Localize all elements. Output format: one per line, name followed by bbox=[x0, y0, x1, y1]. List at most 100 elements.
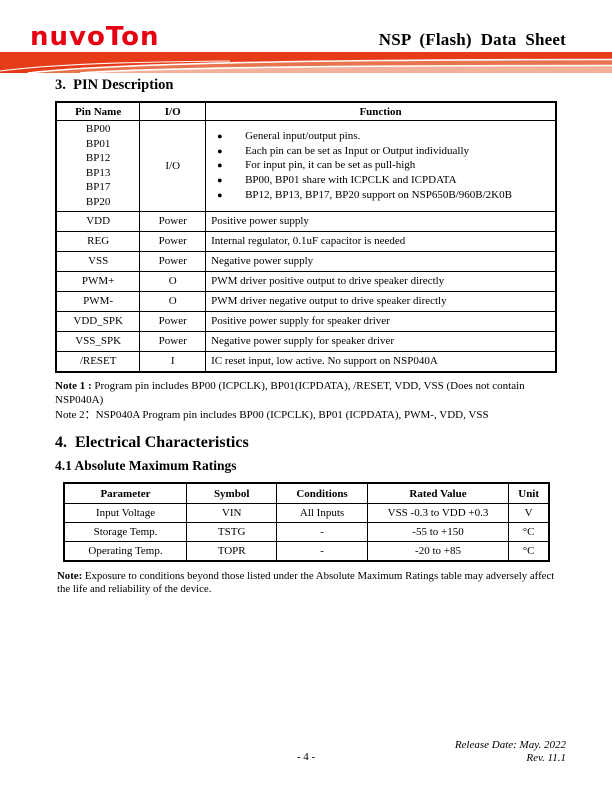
function-text: BP00, BP01 share with ICPCLK and ICPDATA bbox=[245, 174, 457, 187]
function-cell: Negative power supply bbox=[205, 250, 557, 272]
note-2-text: NSP040A Program pin includes BP00 (ICPCL… bbox=[95, 408, 489, 421]
symbol-cell: TSTG bbox=[185, 522, 278, 543]
document-title: NSP (Flash) Data Sheet bbox=[378, 30, 566, 50]
rated-value-cell: VSS -0.3 to VDD +0.3 bbox=[366, 503, 510, 524]
list-item: ● For input pin, it can be set as pull-hi… bbox=[211, 158, 550, 173]
io-cell: O bbox=[139, 290, 207, 312]
pin-table-header-function: Function bbox=[205, 101, 557, 121]
unit-cell: V bbox=[508, 503, 550, 524]
table-row: VDD_SPK Power Positive power supply for … bbox=[55, 310, 557, 332]
table-row: Operating Temp. TOPR - -20 to +85 °C bbox=[63, 541, 550, 562]
rated-value-cell: -20 to +85 bbox=[366, 541, 510, 562]
table-row: REG Power Internal regulator, 0.1uF capa… bbox=[55, 230, 557, 252]
pin-name-cell: VDD_SPK bbox=[55, 310, 141, 332]
bullet-icon: ● bbox=[217, 175, 223, 186]
section-3-heading: 3. PIN Description bbox=[55, 77, 174, 93]
bullet-icon: ● bbox=[217, 145, 223, 156]
symbol-cell: TOPR bbox=[185, 541, 278, 562]
function-text: For input pin, it can be set as pull-hig… bbox=[245, 159, 416, 172]
revision: Rev. 11.1 bbox=[526, 752, 566, 764]
io-cell: Power bbox=[139, 210, 207, 232]
bullet-icon: ● bbox=[217, 160, 223, 171]
section-4-heading: 4. Electrical Characteristics bbox=[55, 434, 249, 452]
function-cell: Positive power supply for speaker driver bbox=[205, 310, 557, 332]
function-cell: PWM driver positive output to drive spea… bbox=[205, 270, 557, 292]
note-2-label: Note 2： bbox=[55, 408, 96, 421]
pin-name: BP20 bbox=[85, 195, 111, 208]
pin-name-cell: VSS bbox=[55, 250, 141, 272]
pin-table-header-io: I/O bbox=[139, 101, 207, 121]
function-cell: Positive power supply bbox=[205, 210, 557, 232]
pin-description-table: Pin Name I/O Function BP00 BP01 BP12 BP1… bbox=[55, 101, 557, 373]
ratings-header-rated-value: Rated Value bbox=[366, 482, 510, 505]
pin-name-cell: VSS_SPK bbox=[55, 330, 141, 352]
ratings-header-conditions: Conditions bbox=[276, 482, 368, 505]
pin-name-cell: VDD bbox=[55, 210, 141, 232]
ratings-note-label: Note: bbox=[57, 570, 83, 583]
pin-name: BP17 bbox=[85, 181, 111, 194]
gpio-pin-list: BP00 BP01 BP12 BP13 BP17 BP20 bbox=[62, 122, 134, 210]
page-header: nuvoTon NSP (Flash) Data Sheet bbox=[30, 18, 566, 50]
symbol-cell: VIN bbox=[185, 503, 278, 524]
parameter-cell: Operating Temp. bbox=[63, 541, 187, 562]
table-row: PWM- O PWM driver negative output to dri… bbox=[55, 290, 557, 312]
bullet-icon: ● bbox=[217, 131, 223, 142]
parameter-cell: Input Voltage bbox=[63, 503, 187, 524]
page-content: 3. PIN Description Pin Name I/O Function… bbox=[55, 74, 557, 596]
table-row: VSS_SPK Power Negative power supply for … bbox=[55, 330, 557, 352]
pin-name: BP00 bbox=[85, 123, 111, 135]
table-row: VDD Power Positive power supply bbox=[55, 210, 557, 232]
pin-name-cell: PWM- bbox=[55, 290, 141, 312]
note-1-label: Note 1 : bbox=[55, 379, 92, 392]
pin-name-cell: REG bbox=[55, 230, 141, 252]
io-cell: O bbox=[139, 270, 207, 292]
gpio-function-list: ● General input/output pins. ● Each pin ca… bbox=[211, 126, 550, 205]
table-row: Storage Temp. TSTG - -55 to +150 °C bbox=[63, 522, 550, 543]
pin-name: BP12 bbox=[85, 152, 111, 165]
table-row: Input Voltage VIN All Inputs VSS -0.3 to… bbox=[63, 503, 550, 524]
unit-cell: °C bbox=[508, 522, 550, 543]
list-item: ● BP00, BP01 share with ICPCLK and ICPDAT… bbox=[211, 173, 550, 188]
ratings-header-row: Parameter Symbol Conditions Rated Value … bbox=[63, 482, 550, 505]
ratings-header-parameter: Parameter bbox=[63, 482, 187, 505]
bullet-icon: ● bbox=[217, 189, 223, 200]
function-cell: Negative power supply for speaker driver bbox=[205, 330, 557, 352]
conditions-cell: All Inputs bbox=[276, 503, 368, 524]
note-2: Note 2：NSP040A Program pin includes BP00… bbox=[55, 408, 557, 423]
function-text: General input/output pins. bbox=[245, 130, 361, 143]
pin-name: BP01 bbox=[85, 137, 111, 150]
io-cell: I bbox=[139, 350, 207, 373]
table-row: PWM+ O PWM driver positive output to dri… bbox=[55, 270, 557, 292]
release-date: Release Date: May. 2022 bbox=[454, 739, 566, 751]
ratings-note: Note: Exposure to conditions beyond thos… bbox=[57, 570, 557, 596]
pin-name-cell: PWM+ bbox=[55, 270, 141, 292]
note-1: Note 1 : Program pin includes BP00 (ICPC… bbox=[55, 379, 557, 408]
ratings-header-unit: Unit bbox=[508, 482, 550, 505]
pin-table-header-row: Pin Name I/O Function bbox=[55, 101, 557, 121]
unit-cell: °C bbox=[508, 541, 550, 562]
page-number: - 4 - bbox=[296, 751, 316, 763]
pin-table-header-pin-name: Pin Name bbox=[55, 101, 141, 121]
io-cell: Power bbox=[139, 330, 207, 352]
table-row-gpio: BP00 BP01 BP12 BP13 BP17 BP20 I/O ● Gener… bbox=[55, 120, 557, 212]
pin-table-notes: Note 1 : Program pin includes BP00 (ICPC… bbox=[55, 379, 557, 423]
function-text: BP12, BP13, BP17, BP20 support on NSP650… bbox=[245, 188, 512, 201]
footer-release-info: Release Date: May. 2022 Rev. 11.1 bbox=[455, 739, 566, 765]
list-item: ● BP12, BP13, BP17, BP20 support on NSP65… bbox=[211, 188, 550, 203]
nuvoton-logo: nuvoTon bbox=[30, 22, 160, 52]
function-cell: IC reset input, low active. No support o… bbox=[205, 350, 557, 373]
gpio-io-cell: I/O bbox=[139, 120, 207, 212]
function-cell: Internal regulator, 0.1uF capacitor is n… bbox=[205, 230, 557, 252]
function-cell: PWM driver negative output to drive spea… bbox=[205, 290, 557, 312]
io-cell: Power bbox=[139, 250, 207, 272]
io-cell: Power bbox=[139, 310, 207, 332]
parameter-cell: Storage Temp. bbox=[63, 522, 187, 543]
table-row: VSS Power Negative power supply bbox=[55, 250, 557, 272]
function-text: Each pin can be set as Input or Output i… bbox=[245, 144, 470, 157]
note-1-text: Program pin includes BP00 (ICPCLK), BP01… bbox=[55, 379, 525, 407]
gpio-pin-names-cell: BP00 BP01 BP12 BP13 BP17 BP20 bbox=[55, 120, 141, 212]
absolute-maximum-ratings-table: Parameter Symbol Conditions Rated Value … bbox=[63, 482, 550, 563]
pin-name: BP13 bbox=[85, 166, 111, 179]
io-cell: Power bbox=[139, 230, 207, 252]
